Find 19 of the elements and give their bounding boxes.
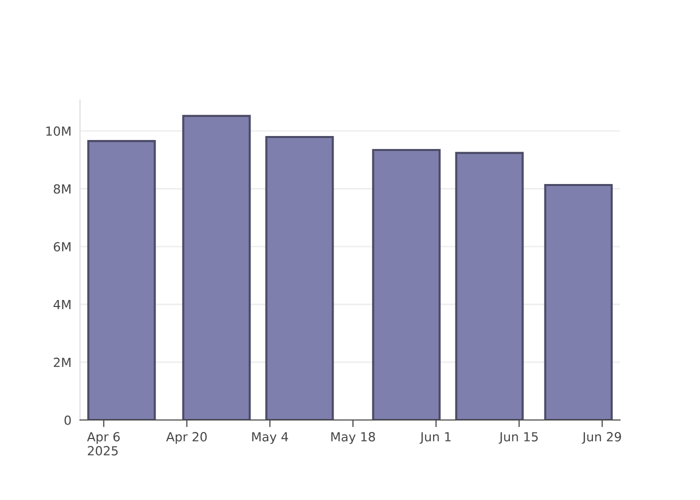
x-tick-label: Apr 20 — [166, 432, 207, 444]
y-tick-label: 4M — [54, 300, 70, 310]
bar — [544, 184, 613, 420]
bar — [455, 152, 524, 420]
bar — [87, 140, 156, 420]
x-tick-label: Jun 15 — [498, 432, 538, 444]
x-tick-label: Apr 6 2025 — [87, 432, 120, 456]
bar — [372, 148, 441, 420]
x-tick-label: May 18 — [331, 432, 375, 444]
y-tick-label: 0 — [64, 415, 71, 425]
x-tick-label: Jun 29 — [582, 432, 622, 444]
y-tick-label: 10M — [46, 126, 70, 136]
x-tick-label: Jun 1 — [420, 432, 451, 444]
bar — [265, 136, 334, 420]
y-tick-label: 6M — [54, 242, 70, 252]
x-tick-label: May 4 — [252, 432, 288, 444]
y-tick-label: 2M — [54, 358, 70, 367]
bar — [182, 114, 251, 420]
y-tick-label: 8M — [54, 184, 70, 194]
